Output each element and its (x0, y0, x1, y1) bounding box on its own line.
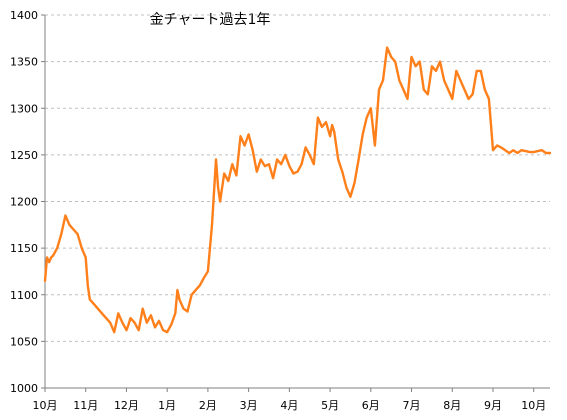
chart-title: 金チャート過去1年 (150, 12, 271, 28)
y-tick-label: 1250 (10, 149, 38, 162)
y-tick-label: 1300 (10, 102, 38, 115)
x-tick-label: 6月 (362, 399, 380, 412)
x-tick-label: 10月 (33, 399, 58, 412)
x-tick-label: 8月 (443, 399, 461, 412)
x-tick-label: 12月 (114, 399, 139, 412)
x-tick-label: 7月 (403, 399, 421, 412)
y-tick-labels: 1000 1050 1100 1150 1200 1250 1300 1350 1400 (10, 9, 38, 395)
x-tick-label: 9月 (484, 399, 502, 412)
x-tick-label: 5月 (321, 399, 339, 412)
series-line-0 (43, 46, 552, 334)
x-tick-label: 2月 (199, 399, 217, 412)
y-tick-label: 1050 (10, 335, 38, 348)
y-tick-label: 1350 (10, 56, 38, 69)
x-tick-label: 10月 (521, 399, 546, 412)
x-tick-label: 11月 (73, 399, 98, 412)
series-layer (43, 46, 552, 334)
grid-layer (45, 14, 550, 342)
x-tick-label: 1月 (158, 399, 176, 412)
x-tick-label: 3月 (240, 399, 258, 412)
x-tick-label: 4月 (280, 399, 298, 412)
y-tick-label: 1100 (10, 289, 38, 302)
x-tick-labels: 10月 11月 12月 1月 2月 3月 4月 5月 6月 7月 8月 9月 10月 (33, 399, 547, 412)
y-tick-label: 1200 (10, 196, 38, 209)
y-tick-label: 1000 (10, 382, 38, 395)
axis-layer (41, 14, 550, 392)
y-tick-label: 1400 (10, 9, 38, 22)
y-tick-label: 1150 (10, 242, 38, 255)
